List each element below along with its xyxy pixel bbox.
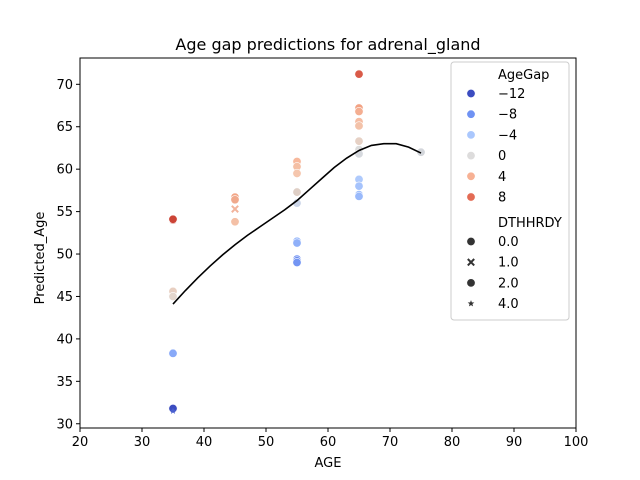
- x-tick-label: 60: [320, 435, 337, 450]
- legend-hue-label: 4: [498, 170, 506, 185]
- plot-area: [168, 69, 426, 414]
- x-tick-label: 70: [382, 435, 399, 450]
- y-tick-label: 30: [56, 417, 73, 432]
- legend-style-marker: [467, 300, 475, 307]
- legend-style-marker: [466, 278, 476, 288]
- y-tick-label: 40: [56, 332, 73, 347]
- legend-style-label: 1.0: [498, 256, 519, 271]
- legend-hue-marker: [466, 151, 476, 161]
- trend-line: [172, 142, 422, 305]
- y-tick-label: 35: [56, 375, 73, 390]
- legend-hue-label: −8: [498, 108, 517, 123]
- legend-hue-label: 8: [498, 191, 506, 206]
- y-axis-label: Predicted_Age: [33, 212, 48, 305]
- data-point: [230, 217, 240, 227]
- x-tick-label: 20: [72, 435, 89, 450]
- x-tick-label: 40: [196, 435, 213, 450]
- data-point: [231, 205, 239, 213]
- legend-hue-marker: [466, 130, 476, 140]
- x-tick-label: 50: [258, 435, 275, 450]
- x-axis-label: AGE: [315, 456, 342, 471]
- legend-hue-label: −4: [498, 128, 517, 143]
- data-point: [168, 291, 178, 301]
- legend-box: [450, 61, 570, 321]
- data-point: [292, 187, 302, 197]
- y-tick-label: 65: [56, 120, 73, 135]
- y-tick-label: 60: [56, 163, 73, 178]
- data-point: [354, 106, 364, 116]
- data-point: [168, 214, 178, 224]
- legend-hue-marker: [466, 89, 476, 99]
- data-point: [230, 195, 240, 205]
- data-point: [169, 407, 177, 414]
- y-tick-label: 70: [56, 78, 73, 93]
- data-point: [292, 258, 302, 268]
- chart-title: Age gap predictions for adrenal_gland: [175, 35, 480, 55]
- y-tick-label: 50: [56, 248, 73, 263]
- legend-style-label: 2.0: [498, 276, 519, 291]
- legend-style-marker: [466, 237, 476, 247]
- legend-style-label: 4.0: [498, 297, 519, 312]
- legend: AgeGap DTHHRDY −12 −8 −4 0 4 8 0.0 1.0 2.0 4.0: [450, 61, 570, 321]
- legend-style-label: 0.0: [498, 235, 519, 250]
- x-tick-label: 80: [444, 435, 461, 450]
- legend-hue-marker: [466, 192, 476, 202]
- data-point: [354, 69, 364, 79]
- legend-hue-label: −12: [498, 87, 525, 102]
- y-tick-label: 55: [56, 205, 73, 220]
- x-tick-label: 30: [134, 435, 151, 450]
- data-point: [354, 121, 364, 131]
- data-point: [292, 168, 302, 178]
- x-tick-label: 100: [564, 435, 589, 450]
- data-point: [354, 181, 364, 191]
- legend-style-marker: [467, 258, 475, 267]
- data-point: [354, 191, 364, 201]
- legend-hue-label: 0: [498, 149, 506, 164]
- legend-hue-title: AgeGap: [498, 68, 549, 83]
- legend-hue-marker: [466, 171, 476, 181]
- x-tick-label: 90: [506, 435, 523, 450]
- data-point: [168, 348, 178, 358]
- data-point: [292, 238, 302, 248]
- legend-style-title: DTHHRDY: [498, 216, 562, 231]
- legend-hue-marker: [466, 109, 476, 119]
- data-point: [354, 136, 364, 146]
- y-tick-label: 45: [56, 290, 73, 305]
